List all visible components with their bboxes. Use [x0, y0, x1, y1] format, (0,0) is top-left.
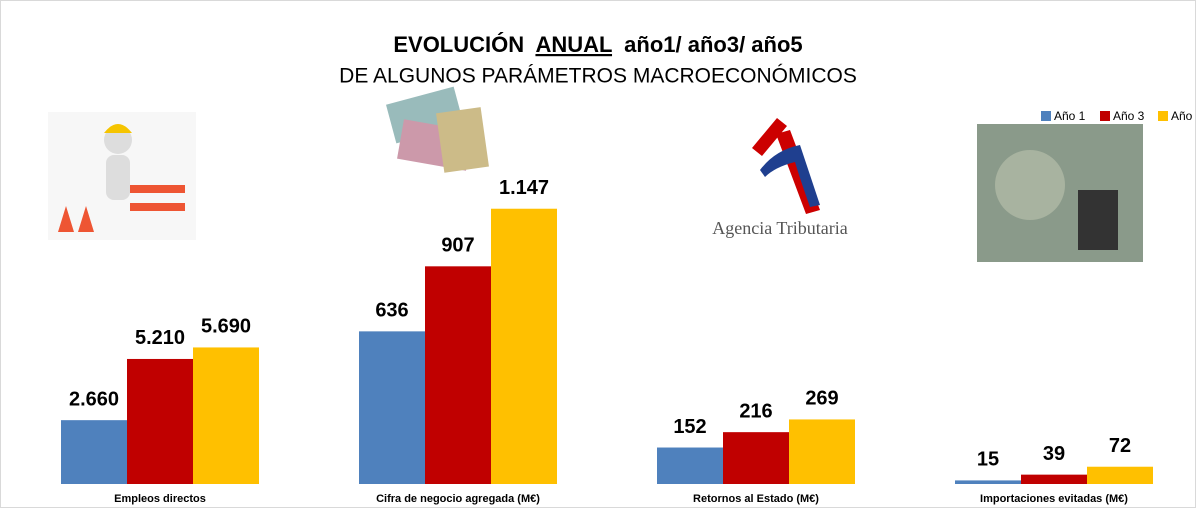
value-label: 2.660 [69, 388, 119, 410]
value-label: 1.147 [499, 177, 549, 199]
bar [425, 266, 491, 484]
bar [1021, 475, 1087, 484]
title-part: EVOLUCIÓN [393, 32, 524, 57]
bar [723, 432, 789, 484]
chart-title: EVOLUCIÓN ANUAL año1/ año3/ año5 [393, 32, 802, 57]
bar [1087, 467, 1153, 484]
bar [657, 448, 723, 484]
title-part: año1/ año3/ año5 [624, 32, 803, 57]
value-label: 72 [1109, 435, 1131, 457]
value-label: 152 [673, 416, 706, 438]
worker-icon [48, 112, 196, 240]
x-tick-label: Importaciones evitadas (M€) [980, 493, 1128, 505]
legend-label: Año 3 [1113, 109, 1145, 123]
value-label: 269 [805, 388, 838, 410]
logo-text: Agencia Tributaria [712, 218, 847, 238]
value-label: 636 [375, 300, 408, 322]
bar [491, 209, 557, 484]
legend-label: Año 1 [1054, 109, 1086, 123]
title-part: ANUAL [535, 32, 612, 57]
bar [61, 420, 127, 484]
bar [789, 419, 855, 484]
legend-label: Año 5 [1171, 109, 1196, 123]
legend-swatch [1100, 111, 1110, 121]
chart: EVOLUCIÓN ANUAL año1/ año3/ año5 DE ALGU… [0, 0, 1196, 508]
chart-subtitle: DE ALGUNOS PARÁMETROS MACROECONÓMICOS [339, 65, 857, 88]
value-label: 15 [977, 449, 999, 471]
legend: Año 1 Año 3 Año 5 [1041, 109, 1196, 123]
x-tick-label: Empleos directos [114, 493, 206, 505]
value-label: 5.210 [135, 327, 185, 349]
bar [193, 347, 259, 484]
bar [359, 331, 425, 484]
dollar-icon [977, 124, 1143, 262]
legend-swatch [1041, 111, 1051, 121]
value-label: 907 [441, 235, 474, 257]
legend-swatch [1158, 111, 1168, 121]
value-label: 216 [739, 400, 772, 422]
x-tick-label: Retornos al Estado (M€) [693, 493, 819, 505]
x-tick-label: Cifra de negocio agregada (M€) [376, 493, 540, 505]
bar [955, 480, 1021, 484]
bar [127, 359, 193, 484]
value-label: 39 [1043, 443, 1065, 465]
value-label: 5.690 [201, 316, 251, 338]
